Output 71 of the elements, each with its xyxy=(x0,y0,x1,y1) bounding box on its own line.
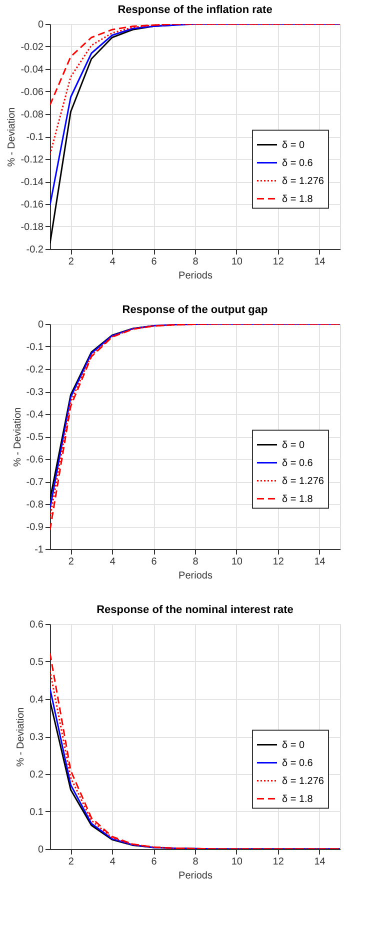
legend-label: δ = 0.6 xyxy=(282,158,314,169)
legend-label: δ = 1.8 xyxy=(282,794,314,805)
y-tick-label: 0 xyxy=(38,844,44,856)
y-tick-label: -0.18 xyxy=(20,222,44,233)
legend-label: δ = 1.8 xyxy=(282,194,314,205)
y-tick-label: -0.2 xyxy=(26,364,44,376)
y-tick-label: -0.9 xyxy=(26,522,44,533)
y-tick-label: 0 xyxy=(38,20,44,30)
x-tick-label: 4 xyxy=(110,856,116,868)
x-tick-label: 10 xyxy=(231,856,243,868)
x-tick-label: 4 xyxy=(110,256,116,268)
y-axis-title: % - Deviation xyxy=(16,707,27,767)
y-tick-label: -0.06 xyxy=(20,87,44,98)
x-tick-label: 2 xyxy=(68,856,74,868)
y-tick-label: -0.02 xyxy=(20,42,44,53)
y-tick-label: 0.1 xyxy=(30,807,44,818)
x-axis-title: Periods xyxy=(178,870,212,882)
y-tick-label: -0.04 xyxy=(20,64,44,76)
x-tick-label: 6 xyxy=(151,256,158,268)
x-tick-label: 12 xyxy=(272,856,284,868)
x-tick-label: 12 xyxy=(272,256,284,268)
y-axis-title: % - Deviation xyxy=(6,107,18,167)
x-axis-title: Periods xyxy=(178,270,212,282)
x-tick-label: 8 xyxy=(192,556,199,568)
y-tick-label: 0.4 xyxy=(30,694,44,706)
y-tick-label: -0.14 xyxy=(20,177,44,188)
y-axis-title: % - Deviation xyxy=(12,407,24,467)
x-tick-label: 8 xyxy=(192,856,199,868)
x-tick-label: 14 xyxy=(314,556,326,568)
x-tick-label: 10 xyxy=(231,556,243,568)
legend-label: δ = 1.276 xyxy=(282,176,324,187)
x-tick-label: 4 xyxy=(110,556,116,568)
y-tick-label: -1 xyxy=(34,544,44,556)
chart-title: Response of the output gap xyxy=(122,304,268,316)
y-tick-label: -0.2 xyxy=(26,244,44,256)
y-tick-label: -0.7 xyxy=(26,477,44,488)
y-tick-label: -0.16 xyxy=(20,200,44,210)
y-tick-label: 0.5 xyxy=(30,657,44,668)
y-tick-label: -0.1 xyxy=(26,342,44,353)
legend-label: δ = 0.6 xyxy=(282,758,314,769)
x-tick-label: 14 xyxy=(314,856,326,868)
legend-label: δ = 0 xyxy=(282,740,305,751)
legend-label: δ = 1.276 xyxy=(282,476,324,487)
x-tick-label: 2 xyxy=(68,556,74,568)
legend-label: δ = 0 xyxy=(282,140,305,151)
chart-title: Response of the inflation rate xyxy=(118,4,272,16)
x-tick-label: 10 xyxy=(231,256,243,268)
y-tick-label: -0.4 xyxy=(26,410,44,420)
y-tick-label: 0.2 xyxy=(30,770,44,780)
y-tick-label: -0.8 xyxy=(26,500,44,510)
x-axis-title: Periods xyxy=(178,570,212,582)
legend-label: δ = 0 xyxy=(282,440,305,451)
x-tick-label: 6 xyxy=(151,856,158,868)
y-tick-label: -0.5 xyxy=(26,432,44,443)
y-tick-label: -0.6 xyxy=(26,454,44,466)
x-tick-label: 6 xyxy=(151,556,158,568)
legend-label: δ = 0.6 xyxy=(282,458,314,469)
y-tick-label: -0.08 xyxy=(20,110,44,120)
y-tick-label: -0.3 xyxy=(26,387,44,398)
y-tick-label: 0.6 xyxy=(30,620,44,630)
legend-label: δ = 1.276 xyxy=(282,776,324,787)
y-tick-label: 0 xyxy=(38,320,44,330)
y-tick-label: -0.12 xyxy=(20,154,44,166)
legend-label: δ = 1.8 xyxy=(282,494,314,505)
x-tick-label: 2 xyxy=(68,256,74,268)
x-tick-label: 8 xyxy=(192,256,199,268)
x-tick-label: 12 xyxy=(272,556,284,568)
y-tick-label: 0.3 xyxy=(30,732,44,743)
x-tick-label: 14 xyxy=(314,256,326,268)
y-tick-label: -0.1 xyxy=(26,132,44,143)
chart-title: Response of the nominal interest rate xyxy=(96,604,294,616)
